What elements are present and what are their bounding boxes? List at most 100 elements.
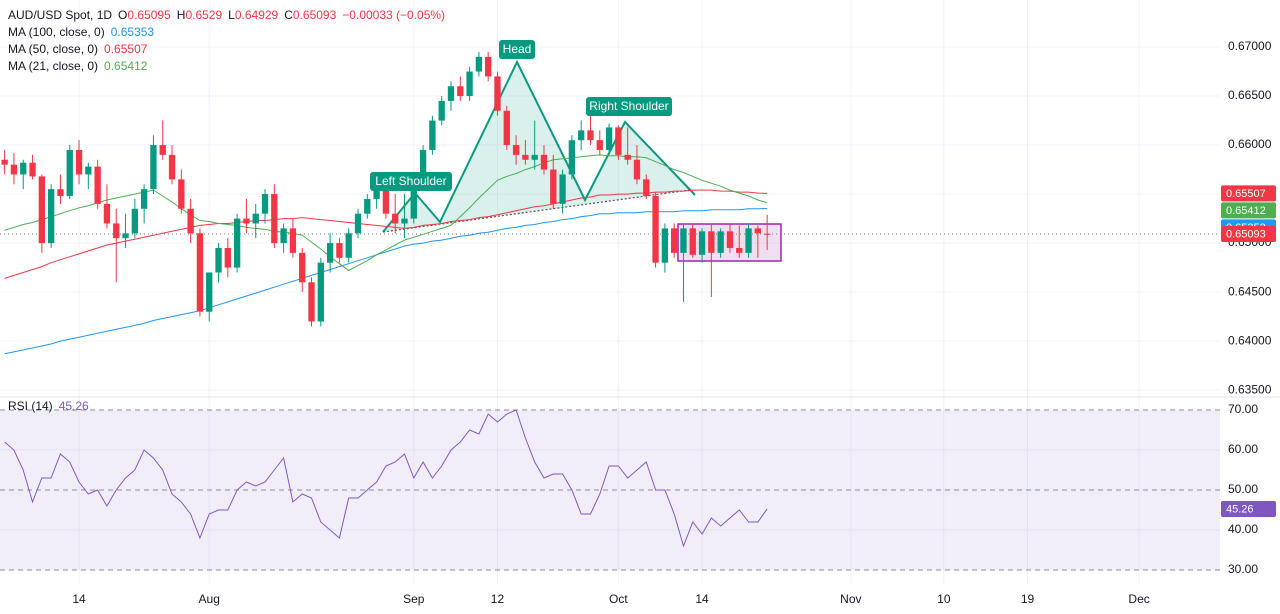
candle-body xyxy=(661,228,669,263)
symbol: AUD/USD Spot, 1D xyxy=(8,8,112,22)
legend-value: 0.65412 xyxy=(104,59,148,73)
candle-body xyxy=(596,140,603,150)
ma-line xyxy=(4,154,768,272)
candle-body xyxy=(698,231,706,255)
candle-body xyxy=(243,218,250,224)
candle-body xyxy=(494,76,501,111)
candle-body xyxy=(550,169,557,204)
legend-entry: MA (50, close, 0) 0.65507 xyxy=(8,42,148,56)
rsi-tick-label: 30.00 xyxy=(1228,562,1258,576)
candle-body xyxy=(401,218,408,224)
annotation-box xyxy=(586,97,672,116)
candle-body xyxy=(85,166,92,175)
ohlc-value: 0.6529 xyxy=(185,8,222,22)
ohlc-value: 0.65093 xyxy=(293,8,337,22)
candle-body xyxy=(559,174,566,204)
candle-body xyxy=(503,110,510,146)
candle-body xyxy=(578,130,585,141)
annotation-box xyxy=(499,40,535,59)
candle-body xyxy=(1,159,8,165)
annotation-box xyxy=(370,172,452,191)
legend-entry: MA (100, close, 0) 0.65353 xyxy=(8,25,154,39)
ma-line xyxy=(4,189,768,279)
candle-body xyxy=(280,228,287,244)
x-tick-label: Aug xyxy=(199,592,220,606)
legend-value: 0.65507 xyxy=(104,42,148,56)
rsi-band xyxy=(0,409,1220,571)
price-tag-label: 0.65093 xyxy=(1226,228,1266,240)
candle-body xyxy=(57,189,64,197)
candle-body xyxy=(605,127,613,150)
candle-body xyxy=(10,164,18,175)
legend-entry: RSI (14) 45.26 xyxy=(8,399,89,413)
rsi-line xyxy=(4,409,768,548)
candle-body xyxy=(308,282,315,322)
candle-body xyxy=(643,179,650,197)
candle-body xyxy=(252,213,259,224)
candle-body xyxy=(410,184,417,219)
candle-body xyxy=(215,247,222,273)
change: −0.00033 (−0.05%) xyxy=(342,8,445,22)
candle-body xyxy=(485,56,492,77)
candle-body xyxy=(20,162,27,175)
legend-name: MA (21, close, 0) xyxy=(8,59,98,73)
candle-body xyxy=(624,154,631,160)
candle-body xyxy=(150,145,157,190)
candle-body xyxy=(168,154,176,180)
ohlc-value: 0.64929 xyxy=(235,8,279,22)
candle-body xyxy=(140,189,148,209)
candle-body xyxy=(336,243,343,258)
price-tag-label: 0.65412 xyxy=(1226,205,1266,217)
candle-body xyxy=(708,231,715,253)
x-tick-label: 12 xyxy=(491,592,505,606)
candle-body xyxy=(38,176,46,244)
candle-body xyxy=(382,189,390,214)
candle-body xyxy=(364,198,371,214)
rsi-tick-label: 70.00 xyxy=(1228,402,1258,416)
y-tick-label: 0.63500 xyxy=(1228,382,1272,396)
annotation-label: Left Shoulder xyxy=(375,174,446,188)
legend-name: MA (50, close, 0) xyxy=(8,42,98,56)
candle-body xyxy=(178,179,185,209)
candle-body xyxy=(736,247,743,253)
price-tag xyxy=(1221,202,1276,219)
ohlc-letter: C xyxy=(284,8,293,22)
candle-body xyxy=(540,154,548,170)
candle-body xyxy=(47,189,55,244)
x-tick-label: 19 xyxy=(1021,592,1035,606)
candle-body xyxy=(438,100,445,121)
price-tag xyxy=(1221,185,1276,202)
candle-body xyxy=(475,56,483,72)
price-tag-label: 45.26 xyxy=(1226,503,1254,515)
candle-body xyxy=(345,233,352,258)
candle-body xyxy=(187,208,194,234)
candle-body xyxy=(633,159,641,180)
candle-body xyxy=(717,231,724,253)
y-tick-label: 0.67000 xyxy=(1228,39,1272,53)
ohlc-letter: L xyxy=(228,8,235,22)
y-tick-label: 0.66500 xyxy=(1228,88,1272,102)
candle-body xyxy=(159,145,166,155)
candle-body xyxy=(94,166,101,204)
price-tag-label: 0.65507 xyxy=(1226,188,1266,200)
annotation-label: Head xyxy=(503,42,532,56)
y-tick-label: 0.66000 xyxy=(1228,137,1272,151)
candle-body xyxy=(447,86,455,101)
candle-body xyxy=(261,194,269,214)
x-tick-label: Nov xyxy=(840,592,861,606)
candle-body xyxy=(615,127,622,155)
candle-body xyxy=(745,228,752,253)
candle-body xyxy=(689,228,696,255)
rsi-tick-label: 40.00 xyxy=(1228,522,1258,536)
candle-body xyxy=(299,252,306,283)
candle-body xyxy=(354,213,362,234)
candle-body xyxy=(373,189,380,199)
candle-body xyxy=(224,247,231,268)
rsi-zone xyxy=(0,410,1220,570)
candle-body xyxy=(289,228,297,253)
ohlc-letter: H xyxy=(177,8,186,22)
candle-body xyxy=(131,208,138,234)
candle-body xyxy=(568,140,576,175)
x-tick-label: 14 xyxy=(695,592,709,606)
candle-body xyxy=(29,162,36,177)
